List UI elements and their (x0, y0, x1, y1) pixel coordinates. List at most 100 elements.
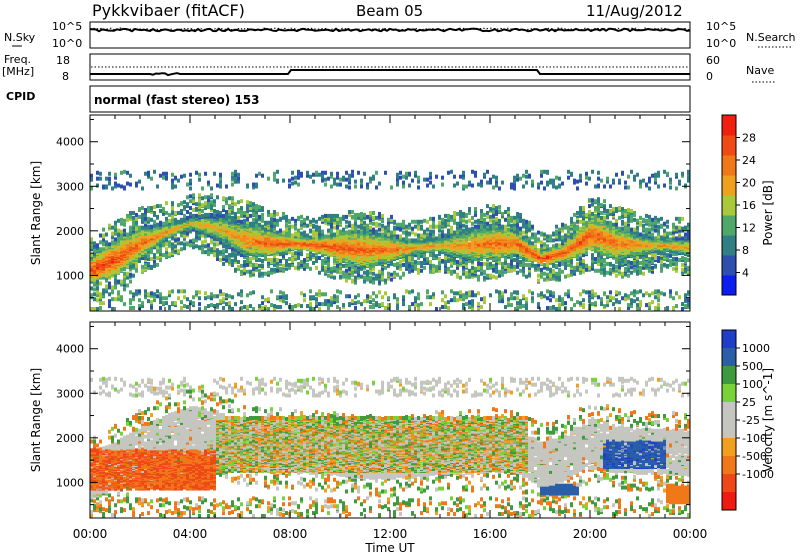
power-cell (378, 182, 381, 186)
power-cell (345, 273, 348, 277)
power-cell (300, 260, 303, 264)
power-cell (372, 303, 375, 307)
power-cell (462, 303, 465, 307)
power-cell (381, 224, 384, 228)
power-cell (381, 233, 384, 237)
power-cell (369, 177, 372, 181)
power-cell (393, 226, 396, 230)
power-cell (174, 211, 177, 215)
power-cell (276, 170, 279, 174)
power-cell (480, 268, 483, 272)
power-cell (474, 267, 477, 271)
power-cell (384, 279, 387, 283)
power-cell (105, 240, 108, 244)
power-cell (414, 296, 417, 300)
power-cell (312, 295, 315, 299)
power-cell (336, 268, 339, 272)
power-cell (183, 242, 186, 246)
power-cell (171, 289, 174, 293)
beam-label: Beam 05 (356, 2, 423, 20)
power-cell (312, 173, 315, 177)
power-cell (120, 171, 123, 175)
power-cell (417, 268, 420, 272)
power-cell (372, 277, 375, 281)
power-cell (390, 273, 393, 277)
power-cell (189, 239, 192, 243)
power-cell (318, 226, 321, 230)
power-cell (363, 276, 366, 280)
power-cell (417, 261, 420, 265)
power-cell (234, 202, 237, 206)
power-cell (264, 272, 267, 276)
power-cell (315, 171, 318, 175)
power-cell (306, 216, 309, 220)
power-cell (276, 258, 279, 262)
power-cell (144, 172, 147, 176)
power-cell (426, 178, 429, 182)
power-cell (402, 175, 405, 179)
power-cell (138, 259, 141, 263)
power-cell (258, 304, 261, 308)
power-cell (135, 213, 138, 217)
power-cell (222, 262, 225, 266)
power-cell (321, 302, 324, 306)
power-cell (171, 246, 174, 250)
power-cell (348, 230, 351, 234)
power-cell (249, 222, 252, 226)
power-cell (288, 179, 291, 183)
power-cell (252, 212, 255, 216)
power-cell (237, 177, 240, 181)
power-cell (198, 211, 201, 215)
power-cell (453, 270, 456, 274)
power-cell (204, 172, 207, 176)
power-cell (273, 172, 276, 176)
power-cell (372, 298, 375, 302)
power-cell (369, 300, 372, 304)
power-cell (354, 306, 357, 310)
power-cell (180, 234, 183, 238)
power-cell (309, 267, 312, 271)
power-cell (360, 275, 363, 279)
power-cell (357, 213, 360, 217)
power-cell (162, 207, 165, 211)
power-cell (402, 185, 405, 189)
noise-left-tick-top: 10^5 (52, 20, 82, 33)
power-cell (243, 219, 246, 223)
power-cell (309, 302, 312, 306)
power-cell (435, 254, 438, 258)
power-cell (303, 264, 306, 268)
noise-sky-label: N.Sky (4, 31, 36, 44)
power-cell (270, 229, 273, 233)
power-cell (213, 294, 216, 298)
power-cell (471, 266, 474, 270)
power-cell (423, 230, 426, 234)
power-cell (462, 293, 465, 297)
power-cell (465, 302, 468, 306)
power-cell (207, 252, 210, 256)
power-cell (291, 177, 294, 181)
power-cell (189, 206, 192, 210)
power-cell (420, 234, 423, 238)
power-cell (417, 303, 420, 307)
power-cell (156, 294, 159, 298)
power-cell (210, 186, 213, 190)
power-cell (198, 173, 201, 177)
power-cell (222, 196, 225, 200)
power-cell (390, 185, 393, 189)
power-cell (450, 215, 453, 219)
power-cell (228, 196, 231, 200)
power-cell (201, 240, 204, 244)
power-cell (225, 255, 228, 259)
power-cell (306, 263, 309, 267)
power-cell (201, 203, 204, 207)
power-cell (276, 179, 279, 183)
power-cell (465, 261, 468, 265)
power-cell (411, 302, 414, 306)
power-cell (333, 266, 336, 270)
power-cell (252, 263, 255, 267)
power-cell (138, 298, 141, 302)
power-cell (132, 220, 135, 224)
power-cell (363, 280, 366, 284)
power-cell (417, 226, 420, 230)
power-cell (228, 294, 231, 298)
